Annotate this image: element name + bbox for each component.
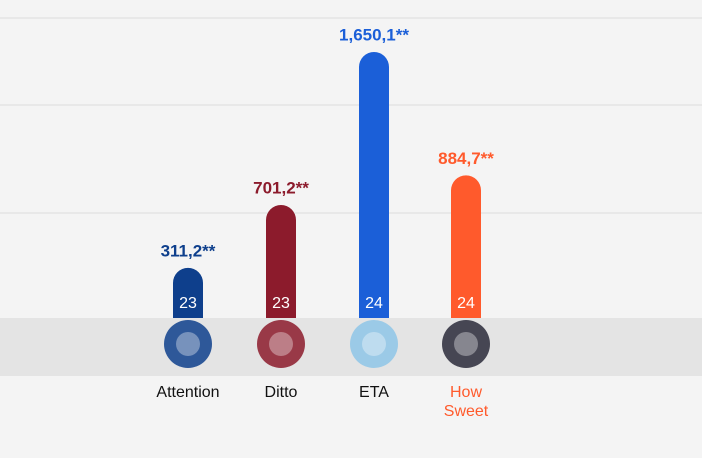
category-label: How Sweet <box>443 384 489 420</box>
album-icon-inner <box>454 332 478 356</box>
category-label: Attention <box>156 384 220 401</box>
bar <box>451 175 481 318</box>
bar <box>266 204 296 318</box>
album-icon <box>164 320 212 368</box>
category-label: Ditto <box>264 384 298 401</box>
value-label: 884,7** <box>438 149 494 168</box>
bar <box>359 51 389 318</box>
inner-label: 24 <box>457 295 475 312</box>
album-icon-inner <box>362 332 386 356</box>
album-icon-inner <box>176 332 200 356</box>
inner-label: 23 <box>272 295 290 312</box>
value-label: 1,650,1** <box>339 25 409 44</box>
bar <box>173 267 203 318</box>
album-icon <box>257 320 305 368</box>
album-icon <box>442 320 490 368</box>
category-label: ETA <box>359 384 389 401</box>
value-label: 701,2** <box>253 178 309 197</box>
inner-label: 23 <box>179 295 197 312</box>
album-icon-inner <box>269 332 293 356</box>
album-icon <box>350 320 398 368</box>
value-label: 311,2** <box>161 241 216 260</box>
inner-label: 24 <box>365 295 383 312</box>
